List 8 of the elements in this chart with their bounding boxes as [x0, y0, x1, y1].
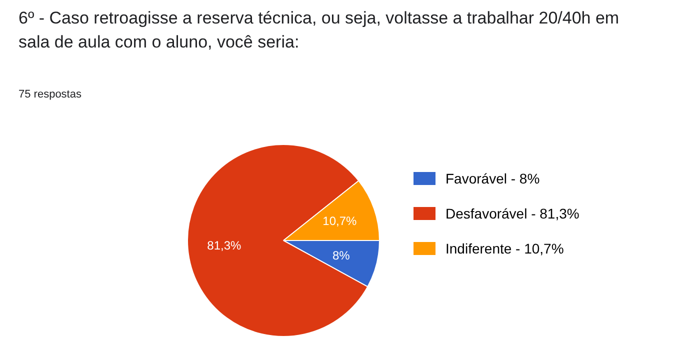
data-label: 81,3% — [207, 238, 242, 253]
chart-title: 6º - Caso retroagisse a reserva técnica, ou seja, voltasse a trabalhar 20/40h em sala de aula com o aluno, você seria: — [18, 8, 620, 52]
text: 75 respostas — [18, 88, 82, 100]
legend-label: Desfavorável - 81,3% — [446, 206, 580, 222]
legend-label: Favorável - 8% — [446, 170, 540, 186]
data-label: 10,7% — [322, 214, 358, 228]
data-label: 8% — [332, 248, 350, 262]
legend-label: Indiferente - 10,7% — [446, 240, 564, 256]
